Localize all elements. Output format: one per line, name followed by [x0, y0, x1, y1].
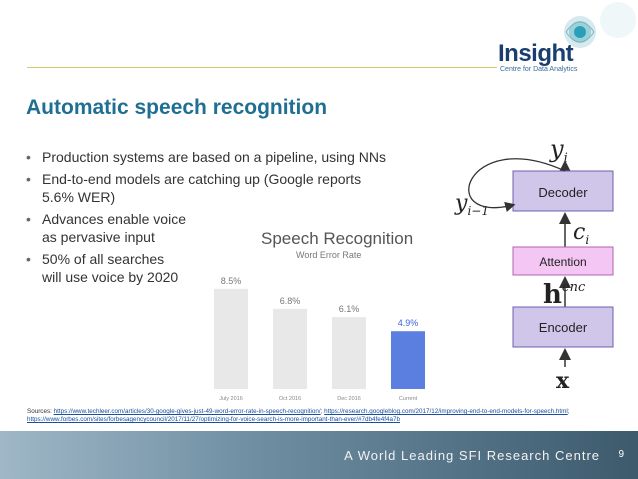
bar-value-label: 4.9%: [398, 318, 419, 328]
encoder-box: [512, 306, 614, 348]
y-i-sub: i: [564, 151, 568, 166]
bullet-item: • Advances enable voice as pervasive input: [26, 210, 446, 246]
category-tick-label: July 2016: [219, 396, 243, 402]
bullet-item: • 50% of all searches will use voice by 20…: [26, 250, 446, 286]
c-i-main: c: [573, 220, 585, 245]
decoder-box: [512, 170, 614, 212]
h-enc-main: h: [543, 280, 562, 310]
bar-1: [273, 308, 307, 389]
category-tick-label: Oct 2016: [279, 396, 301, 402]
bullet-line: 5.6% WER): [42, 189, 116, 205]
c-i-sub: i: [585, 233, 589, 247]
feedback-loop-arrow: [468, 158, 566, 212]
h-enc-sup: enc: [562, 280, 586, 295]
header-divider: [27, 67, 497, 68]
attention-box: [512, 246, 614, 276]
globe-logo-icon: [564, 2, 636, 48]
sources-prefix: Sources:: [27, 408, 54, 415]
y-prev-label: yi−1: [454, 191, 489, 218]
source-link-googleblog[interactable]: https://research.googleblog.com/2017/12/…: [324, 408, 568, 415]
bullet-line: as pervasive input: [42, 229, 155, 245]
encoder-decoder-diagram: yi Decoder yi−1 ci Attention henc Encode…: [454, 135, 614, 394]
bullet-dot-icon: •: [26, 149, 31, 165]
y-i-main: y: [549, 135, 564, 163]
source-link-techleer[interactable]: https://www.techleer.com/articles/30-goo…: [53, 408, 321, 415]
footer-banner: [0, 431, 638, 479]
slide-title: Automatic speech recognition: [26, 96, 328, 119]
bullet-item: • End-to-end models are catching up (Goog…: [26, 170, 446, 206]
y-prev-sub: i−1: [467, 204, 489, 218]
bar-0: [214, 288, 248, 389]
bullet-item: • Production systems are based on a pipel…: [26, 148, 446, 166]
source-separator: ;: [320, 408, 325, 415]
sources-text: Sources: https://www.techleer.com/articl…: [27, 408, 627, 424]
source-link-forbes[interactable]: https://www.forbes.com/sites/forbesagenc…: [27, 416, 400, 423]
bar-3: [391, 331, 425, 389]
bullet-list: • Production systems are based on a pipel…: [26, 148, 446, 290]
bar-value-label: 8.5%: [221, 276, 242, 286]
bullet-line: Production systems are based on a pipeli…: [42, 149, 386, 165]
bullet-line: will use voice by 2020: [42, 269, 179, 285]
y-i-label: yi: [549, 135, 568, 166]
bullet-dot-icon: •: [26, 251, 31, 267]
decoder-label: Decoder: [538, 185, 588, 200]
encoder-label: Encoder: [539, 320, 588, 335]
chart-subtitle: Word Error Rate: [296, 250, 362, 260]
bar-value-label: 6.8%: [280, 296, 301, 306]
bar-value-label: 6.1%: [339, 304, 360, 314]
bar-2: [332, 317, 366, 389]
bullet-line: 50% of all searches: [42, 251, 165, 267]
bullet-dot-icon: •: [26, 211, 31, 227]
bullet-line: Advances enable voice: [42, 211, 186, 227]
h-enc-label: henc: [543, 280, 586, 310]
bullet-dot-icon: •: [26, 171, 31, 187]
y-prev-main: y: [454, 191, 468, 216]
c-i-label: ci: [573, 220, 589, 247]
chart-title: Speech Recognition: [261, 229, 414, 248]
attention-label: Attention: [539, 255, 586, 269]
bar-chart: 8.5% July 2016 6.8% Oct 2016 6.1% Dec 2016 4.9…: [214, 276, 425, 402]
bullet-line: End-to-end models are catching up (Googl…: [42, 171, 362, 187]
x-label: x: [556, 368, 570, 394]
logo-text: Insight: [498, 40, 574, 67]
page-number: 9: [618, 449, 624, 460]
footer-tagline: A World Leading SFI Research Centre: [344, 448, 600, 463]
category-tick-label: Current: [399, 396, 418, 402]
logo-subtitle: Centre for Data Analytics: [500, 66, 578, 73]
category-tick-label: Dec 2016: [337, 396, 361, 402]
source-separator: ;: [567, 408, 570, 415]
